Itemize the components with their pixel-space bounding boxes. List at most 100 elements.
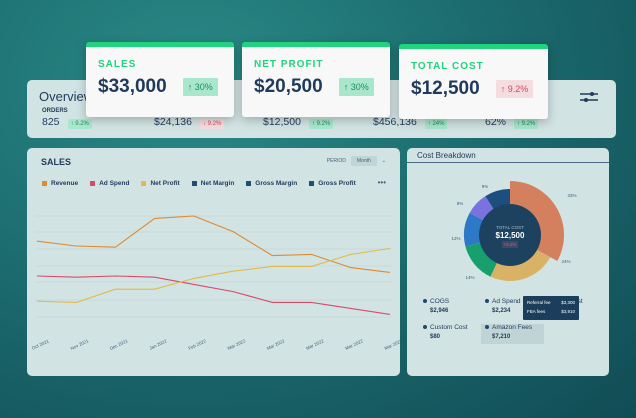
x-tick-label: Oct 2021 (31, 338, 50, 350)
cost-legend-item[interactable]: Ad Spend $2,234 (485, 298, 521, 314)
change-badge: ↓ 9.2% (199, 119, 225, 129)
change-badge: ↑ 24% (424, 119, 448, 129)
cost-legend-item[interactable]: COGS $2,946 (423, 298, 449, 314)
kpi-label: TOTAL COST (411, 61, 484, 72)
legend-item[interactable]: Gross Profit (309, 180, 356, 187)
metric-value: 825 (42, 116, 60, 128)
legend-label: Net Profit (150, 180, 180, 187)
x-tick-label: Mar 2022 (344, 338, 364, 351)
period-select[interactable]: Month (350, 156, 377, 166)
kpi-card-net-profit[interactable]: NET PROFIT $20,500 ↑ 30% (242, 42, 390, 117)
slice-pct-label: 14% (465, 275, 474, 280)
legend-value: $2,946 (430, 308, 449, 314)
center-value: $12,500 (496, 231, 525, 240)
cost-breakdown-panel: Cost Breakdown 33% 24% 14% 12% 8% 9% TOTAL COS… (407, 148, 609, 376)
x-tick-label: Mar 2022 (305, 338, 325, 351)
overview-title: Overview (39, 89, 94, 104)
donut-slice[interactable] (465, 242, 498, 277)
cost-legend-item[interactable]: Amazon Fees $7,210 (481, 324, 545, 344)
legend-item[interactable]: Net Margin (191, 180, 235, 187)
kpi-card-total-cost[interactable]: TOTAL COST $12,500 ↑ 9.2% (399, 44, 548, 119)
kpi-value: $12,500 (411, 78, 480, 99)
change-badge: ↑ 9.2% (514, 119, 539, 129)
legend-item[interactable]: Net Profit (141, 180, 180, 187)
legend-checkbox[interactable] (191, 181, 197, 186)
series-line-ad-spend (36, 275, 391, 315)
kpi-label: NET PROFIT (254, 59, 324, 70)
x-tick-label: Jan 2022 (149, 338, 168, 351)
x-tick-label: Feb 2022 (188, 338, 208, 351)
filter-settings-icon[interactable] (580, 90, 598, 104)
donut-slice[interactable] (485, 189, 510, 210)
center-badge-bg (502, 241, 518, 248)
legend-label: Revenue (51, 180, 79, 187)
kpi-change-badge: ↑ 30% (182, 78, 218, 96)
tooltip: Referral fee $3,300 FBA fees $3,910 (523, 296, 579, 320)
period-control: PERIOD Month ⌄ (327, 156, 386, 166)
change-badge: ↑ 9.2% (308, 119, 334, 129)
legend-checkbox[interactable] (309, 181, 315, 186)
tooltip-value: $3,910 (561, 309, 575, 314)
slice-pct-label: 24% (561, 259, 570, 264)
slice-pct-label: 9% (482, 184, 489, 189)
chevron-down-icon[interactable]: ⌄ (381, 158, 386, 164)
overview-metric: $12,500 ↑ 9.2% (263, 108, 334, 129)
overview-metric: ORDERS 825 ↑ 9.2% (42, 108, 92, 129)
legend-label: Gross Margin (255, 180, 298, 187)
legend-label: Net Margin (200, 180, 235, 187)
legend-checkbox[interactable] (141, 181, 147, 186)
legend-checkbox[interactable] (90, 181, 96, 186)
legend-item[interactable]: Gross Margin (246, 180, 297, 187)
x-tick-label: Mar 2022 (266, 338, 286, 351)
cost-donut-chart: 33% 24% 14% 12% 8% 9% TOTAL COST$12,500 +9.2% (451, 181, 577, 281)
divider (407, 162, 609, 163)
kpi-value: $20,500 (254, 76, 323, 97)
cost-legend-item[interactable]: Custom Cost $80 (423, 324, 468, 340)
legend-value: $7,210 (492, 334, 511, 340)
legend-name: Amazon Fees (492, 324, 533, 331)
donut-slice[interactable] (464, 212, 484, 247)
x-tick-label: Mar 2022 (384, 338, 400, 351)
legend-name: COGS (430, 298, 450, 305)
overview-metric: $456,136 ↑ 24% (373, 108, 448, 129)
slice-pct-label: 12% (451, 236, 460, 241)
legend-label: Ad Spend (99, 180, 130, 187)
legend-dot-icon (485, 299, 489, 303)
center-label: TOTAL COST (496, 225, 524, 230)
kpi-change-badge: ↑ 30% (338, 78, 374, 96)
legend-value: $80 (430, 334, 441, 340)
kpi-change-badge: ↑ 9.2% (495, 80, 534, 98)
sales-title: SALES (41, 157, 72, 167)
sales-panel: Oct 2021 Nov 2021 Dec 2021 Jan 2022 Feb 2022… (27, 148, 400, 376)
legend-name: Custom Cost (430, 324, 468, 331)
legend-value: $2,234 (492, 308, 511, 314)
metric-value: 62% (485, 116, 507, 128)
legend-dot-icon (423, 325, 427, 329)
kpi-value: $33,000 (98, 76, 167, 97)
legend-item[interactable]: Revenue (42, 180, 78, 187)
chart-legend: Revenue Ad Spend Net Profit Net Margin Gross… (42, 180, 356, 187)
legend-name: Ad Spend (492, 298, 521, 305)
legend-checkbox[interactable] (42, 181, 47, 186)
metric-value: $24,136 (154, 116, 192, 128)
legend-checkbox[interactable] (246, 181, 252, 186)
legend-dot-icon (485, 325, 489, 329)
center-change: +9.2% (504, 242, 517, 247)
cost-title: Cost Breakdown (417, 151, 476, 160)
more-options-icon[interactable]: ••• (377, 178, 386, 187)
metric-value: $456,136 (373, 116, 417, 128)
slice-pct-label: 8% (457, 201, 464, 206)
metric-label: ORDERS (42, 108, 68, 114)
donut-center (479, 204, 541, 266)
tooltip-label: FBA fees (527, 309, 546, 314)
tooltip-value: $3,300 (561, 300, 575, 305)
legend-item[interactable]: Ad Spend (90, 180, 129, 187)
kpi-card-sales[interactable]: SALES $33,000 ↑ 30% (86, 42, 234, 117)
series-line-net-profit (36, 247, 391, 303)
period-label: PERIOD (326, 158, 346, 164)
change-badge: ↑ 9.2% (67, 119, 92, 129)
donut-slice[interactable] (490, 249, 551, 281)
x-tick-label: Dec 2021 (109, 338, 129, 351)
slice-pct-label: 33% (567, 193, 576, 198)
legend-label: Gross Profit (318, 180, 356, 187)
